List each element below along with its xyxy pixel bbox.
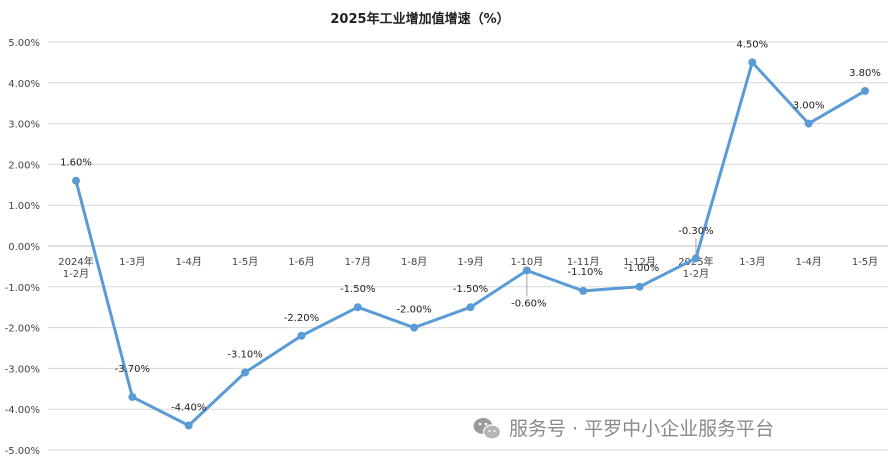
data-point xyxy=(241,368,250,377)
x-tick-label: 1-5月 xyxy=(232,256,258,268)
data-label: -2.20% xyxy=(284,313,319,324)
data-point xyxy=(522,266,531,275)
data-point xyxy=(410,323,419,332)
x-tick-label: 2024年 1-2月 xyxy=(58,255,93,280)
series-polyline xyxy=(74,60,867,428)
y-tick-label: 3.00% xyxy=(8,120,40,131)
x-axis-ticks: 2024年 1-2月 1-3月 1-4月 1-5月 1-6月 1-7月 1-8月 1-9月 1-1… xyxy=(58,255,878,280)
y-tick-label: 1.00% xyxy=(8,201,40,212)
x-tick-label: 1-10月 xyxy=(511,256,544,268)
y-tick-label: -2.00% xyxy=(5,324,40,335)
data-point xyxy=(804,119,813,128)
y-tick-label: -4.00% xyxy=(5,405,40,416)
y-tick-label: -3.00% xyxy=(5,364,40,375)
y-axis-ticks: 5.00% 4.00% 3.00% 2.00% 1.00% 0.00% -1.00% -2.0… xyxy=(5,38,40,457)
data-point xyxy=(128,392,137,401)
data-label: -1.00% xyxy=(624,263,659,274)
data-point xyxy=(353,303,362,312)
y-tick-label: 2.00% xyxy=(8,160,40,171)
y-tick-label: -5.00% xyxy=(5,446,40,457)
x-tick-label: 1-11月 xyxy=(567,256,600,268)
y-tick-label: 5.00% xyxy=(8,38,40,49)
data-label: -3.10% xyxy=(227,349,262,360)
data-label: 3.00% xyxy=(793,101,825,112)
x-tick-label: 1-4月 xyxy=(176,256,202,268)
x-tick-label: 1-5月 xyxy=(852,256,878,268)
data-label: 3.80% xyxy=(849,68,881,79)
x-tick-label: 1-7月 xyxy=(345,256,371,268)
data-point xyxy=(748,58,757,67)
x-tick-label: 1-9月 xyxy=(457,256,483,268)
data-label: -1.50% xyxy=(453,284,488,295)
watermark-text: 服务号 · 平罗中小企业服务平台 xyxy=(509,418,774,440)
data-labels: 1.60% -3.70% -4.40% -3.10% -2.20% -1.50% -2.00… xyxy=(60,39,881,413)
data-point xyxy=(861,86,869,95)
watermark: 服务号 · 平罗中小企业服务平台 xyxy=(473,418,774,440)
data-point xyxy=(72,176,80,185)
data-label: 1.60% xyxy=(60,158,92,169)
data-point xyxy=(184,421,193,430)
data-label: -0.30% xyxy=(678,226,713,237)
data-point xyxy=(579,286,588,295)
x-tick-label: 1-12月 xyxy=(623,256,656,268)
series-line xyxy=(72,58,869,430)
chart-title: 2025年工业增加值增速（%） xyxy=(330,11,509,27)
data-label: -1.10% xyxy=(568,267,603,278)
x-tick-label: 1-4月 xyxy=(795,256,821,268)
data-label: -0.60% xyxy=(511,298,546,309)
data-label: 4.50% xyxy=(736,39,768,50)
x-tick-label: 1-6月 xyxy=(288,256,314,268)
y-tick-label: 4.00% xyxy=(8,79,40,90)
wechat-icon xyxy=(473,418,502,440)
y-tick-label: 0.00% xyxy=(8,242,40,253)
data-point xyxy=(635,282,644,291)
y-tick-label: -1.00% xyxy=(5,283,40,294)
data-point xyxy=(691,254,700,263)
x-tick-label: 1-3月 xyxy=(119,256,145,268)
data-point xyxy=(466,303,475,312)
x-tick-label: 1-3月 xyxy=(739,256,765,268)
x-tick-label: 1-8月 xyxy=(401,256,427,268)
data-label: -2.00% xyxy=(396,305,431,316)
data-label: -4.40% xyxy=(171,403,206,414)
data-label: -1.50% xyxy=(340,284,375,295)
data-point xyxy=(297,331,306,340)
data-label: -3.70% xyxy=(115,364,150,375)
gridlines xyxy=(48,41,888,451)
